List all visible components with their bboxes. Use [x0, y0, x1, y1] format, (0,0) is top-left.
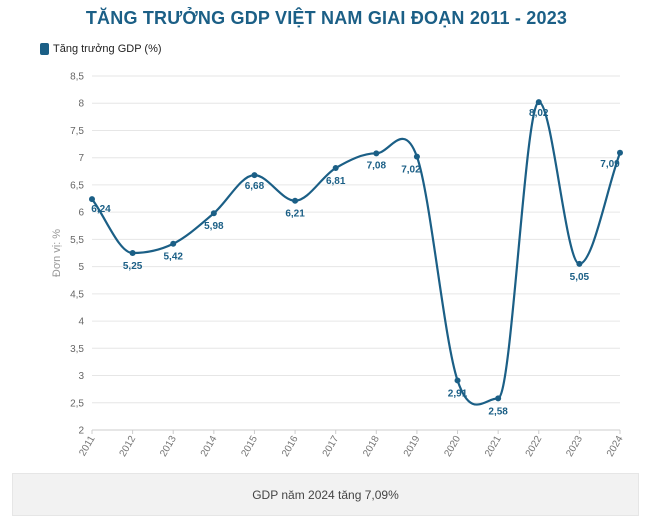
- footer-note: GDP năm 2024 tăng 7,09%: [252, 487, 399, 502]
- y-tick-label: 4,5: [70, 289, 84, 300]
- footer-note-box: GDP năm 2024 tăng 7,09%: [12, 473, 639, 516]
- data-label: 5,25: [123, 261, 143, 272]
- y-tick-label: 6: [78, 208, 84, 219]
- data-point: [170, 240, 177, 247]
- data-point: [332, 165, 339, 172]
- data-label: 2,91: [448, 388, 468, 399]
- data-label: 6,68: [245, 181, 265, 192]
- data-label: 7,02: [401, 165, 421, 176]
- y-tick-label: 3: [78, 371, 84, 382]
- y-tick-label: 7,5: [70, 126, 84, 137]
- x-tick-label: 2017: [321, 434, 342, 459]
- data-label: 7,08: [367, 160, 387, 171]
- y-tick-label: 3,5: [70, 344, 84, 355]
- x-tick-label: 2015: [239, 434, 260, 459]
- y-tick-label: 7: [78, 153, 84, 164]
- chart-title: TĂNG TRƯỞNG GDP VIỆT NAM GIAI ĐOẠN 2011 …: [85, 8, 568, 28]
- legend-swatch: [40, 43, 49, 55]
- data-point: [413, 153, 420, 160]
- y-tick-label: 4: [78, 317, 84, 328]
- legend-label: Tăng trưởng GDP (%): [53, 43, 162, 55]
- data-point: [210, 210, 217, 217]
- data-point: [495, 395, 502, 402]
- y-tick-label: 5: [78, 262, 84, 273]
- gdp-line-chart: 2 2,5 3 3,5 4 4,5 5 5,5 6 6,5 7 7,5 8 8,5 Đơn vị: % 201…: [51, 72, 626, 459]
- data-label: 5,42: [163, 252, 183, 263]
- data-point: [373, 150, 380, 157]
- x-tick-label: 2020: [442, 434, 463, 459]
- y-tick-label: 6,5: [70, 180, 84, 191]
- x-tick-label: 2021: [483, 434, 504, 459]
- y-tick-label: 2: [78, 426, 84, 437]
- data-label: 6,21: [285, 209, 305, 220]
- data-label: 5,98: [204, 221, 224, 232]
- data-point: [251, 172, 258, 179]
- y-tick-label: 2,5: [70, 398, 84, 409]
- data-point: [89, 196, 95, 203]
- y-tick-label: 8,5: [70, 72, 84, 83]
- x-tick-label: 2011: [77, 434, 97, 459]
- data-label: 5,05: [570, 272, 590, 283]
- series-line: [91, 101, 622, 406]
- x-tick-label: 2023: [564, 434, 585, 459]
- data-label: 6,24: [91, 204, 111, 215]
- x-tick-label: 2018: [361, 434, 382, 459]
- x-tick-label: 2014: [199, 434, 220, 459]
- data-point: [292, 197, 299, 204]
- data-point: [454, 377, 461, 384]
- x-tick-label: 2012: [118, 434, 139, 459]
- x-tick-label: 2019: [402, 434, 423, 459]
- data-point: [129, 250, 136, 256]
- x-tick-label: 2022: [524, 434, 545, 459]
- x-tick-label: 2016: [280, 434, 301, 459]
- data-point: [576, 260, 583, 267]
- data-label: 6,81: [326, 176, 346, 187]
- data-label: 7,09: [600, 159, 620, 170]
- x-tick-label: 2013: [158, 434, 179, 459]
- x-tick-label: 2024: [605, 434, 626, 459]
- data-point: [535, 99, 542, 106]
- legend[interactable]: Tăng trưởng GDP (%): [40, 43, 162, 55]
- y-axis-title: Đơn vị: %: [51, 229, 63, 277]
- data-point: [617, 149, 623, 156]
- data-label: 8,02: [529, 108, 549, 119]
- data-label: 2,58: [488, 406, 508, 417]
- y-tick-label: 5,5: [70, 235, 84, 246]
- y-tick-label: 8: [78, 99, 84, 110]
